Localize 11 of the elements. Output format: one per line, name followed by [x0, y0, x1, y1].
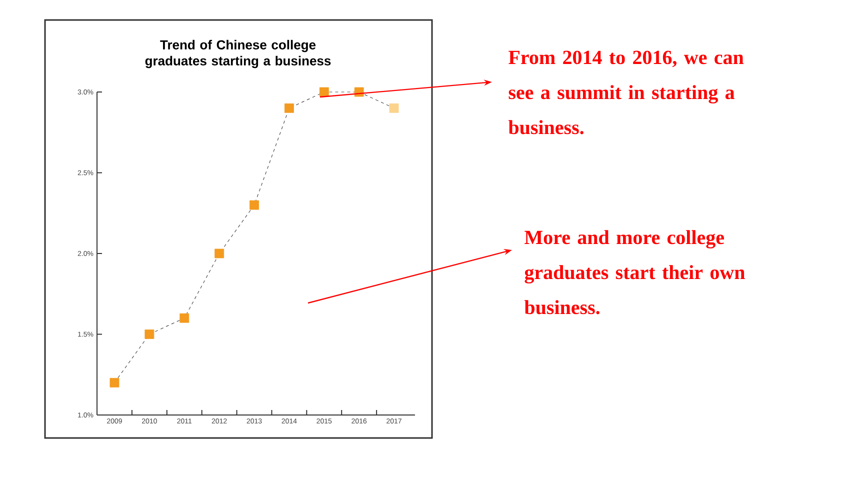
chart-title: Trend of Chinese college graduates starting a business [145, 40, 331, 68]
text: More and more college graduates start their own business. [524, 230, 745, 314]
point [284, 103, 294, 113]
point [180, 313, 190, 323]
point [250, 200, 259, 210]
point [110, 378, 120, 388]
point [389, 103, 399, 113]
point [319, 87, 329, 97]
point [144, 330, 154, 339]
text: From 2014 to 2016, we can see a summit in starting a business. [508, 50, 744, 134]
point [214, 248, 224, 258]
